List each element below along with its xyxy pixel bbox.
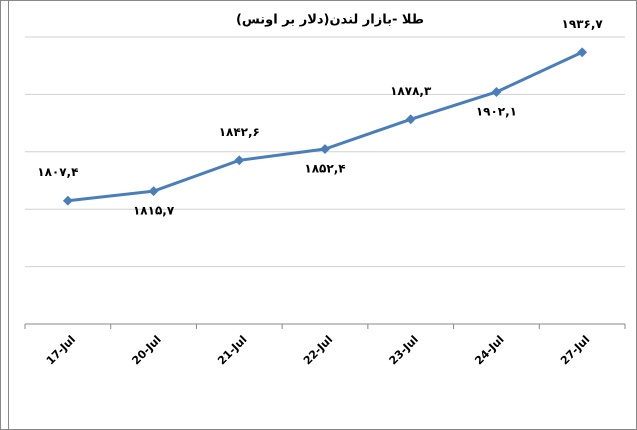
marker [577, 47, 588, 58]
data-label: ۱۸۰۷,۴ [37, 165, 78, 179]
data-label: ۱۸۵۲,۴ [304, 162, 345, 176]
marker [234, 155, 245, 166]
data-label: ۱۹۳۶,۷ [562, 17, 604, 31]
data-label: ۱۹۰۲,۱ [476, 104, 517, 118]
data-label: ۱۸۷۸,۳ [390, 84, 432, 98]
data-label: ۱۸۴۲,۶ [219, 125, 260, 139]
data-label: ۱۸۱۵,۷ [133, 204, 175, 218]
marker [62, 195, 73, 206]
marker [320, 144, 330, 154]
chart-title: طلا -بازار لندن(دلار بر اونس) [236, 13, 424, 28]
marker [148, 186, 159, 197]
